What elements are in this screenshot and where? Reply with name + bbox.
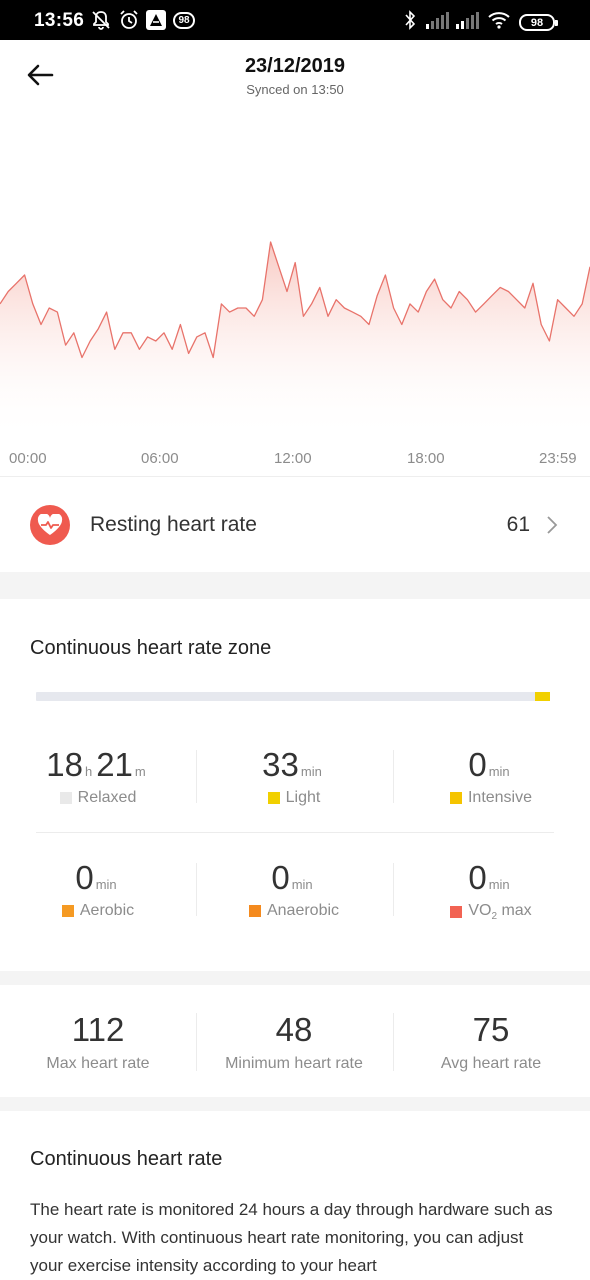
zone-unit: min xyxy=(488,877,510,892)
zone-value: 0 xyxy=(468,859,487,896)
heart-rate-chart xyxy=(0,241,590,440)
zone-anaerobic: 0 min Anaerobic xyxy=(196,861,392,920)
zone-bar xyxy=(36,692,550,701)
zone-label: Intensive xyxy=(467,789,533,806)
zone-light: 33 min Light xyxy=(196,748,392,807)
page-title: 23/12/2019 xyxy=(244,55,346,77)
zone-label-sub: 2 xyxy=(491,911,497,923)
bell-off-icon xyxy=(90,9,112,31)
avg-heart-rate-value: 75 xyxy=(472,1011,510,1048)
avg-heart-rate-label: Avg heart rate xyxy=(440,1055,542,1072)
zone-vo2max: 0 min VO2 max xyxy=(393,861,589,922)
resting-heart-rate-label: Resting heart rate xyxy=(90,513,257,536)
sync-status: Synced on 13:50 xyxy=(246,82,344,97)
zone-label-main: VO xyxy=(468,902,492,919)
resting-heart-rate-value: 61 xyxy=(506,513,530,536)
zone-label: Aerobic xyxy=(79,902,135,919)
x-tick: 23:59 xyxy=(539,450,577,467)
zone-unit: min xyxy=(291,877,313,892)
zone-swatch xyxy=(61,905,74,917)
heart-rate-line xyxy=(0,241,590,359)
zone-unit: min xyxy=(300,764,322,779)
min-heart-rate-label: Minimum heart rate xyxy=(225,1055,363,1072)
min-heart-rate: 48 Minimum heart rate xyxy=(196,1013,392,1073)
x-tick: 12:00 xyxy=(274,450,312,467)
battery-icon: 98 xyxy=(519,14,558,31)
divider xyxy=(196,863,197,916)
alarm-icon xyxy=(118,9,140,31)
relaxed-hours: 18 xyxy=(46,746,83,783)
section-gap xyxy=(0,572,590,599)
zone-swatch xyxy=(59,792,72,804)
zone-value: 0 xyxy=(271,859,290,896)
chevron-right-icon xyxy=(547,516,558,534)
zone-unit: min xyxy=(488,764,510,779)
x-tick: 18:00 xyxy=(407,450,445,467)
max-heart-rate-value: 112 xyxy=(71,1011,125,1048)
wifi-icon xyxy=(487,9,511,31)
continuous-description: The heart rate is monitored 24 hours a d… xyxy=(30,1200,553,1275)
divider xyxy=(393,863,394,916)
minutes-unit: m xyxy=(134,764,146,779)
relaxed-minutes: 21 xyxy=(96,746,133,783)
x-tick: 00:00 xyxy=(9,450,47,467)
divider xyxy=(196,1013,197,1071)
zone-swatch xyxy=(449,792,462,804)
x-tick: 06:00 xyxy=(141,450,179,467)
zone-aerobic: 0 min Aerobic xyxy=(0,861,196,920)
continuous-title: Continuous heart rate xyxy=(30,1148,223,1170)
zone-swatch xyxy=(450,906,463,919)
min-heart-rate-value: 48 xyxy=(275,1011,313,1048)
back-button[interactable] xyxy=(24,60,56,92)
divider xyxy=(0,476,590,477)
arrow-left-icon xyxy=(27,64,54,86)
section-gap xyxy=(0,971,590,985)
zone-label: Light xyxy=(285,789,321,806)
zone-swatch xyxy=(267,792,280,804)
signal-icon xyxy=(455,9,479,31)
zone-unit: min xyxy=(95,877,117,892)
bluetooth-icon xyxy=(403,9,417,31)
app-icon xyxy=(146,9,166,31)
zone-label: VO2 max xyxy=(468,902,531,922)
heart-rate-area xyxy=(0,242,590,440)
avg-heart-rate: 75 Avg heart rate xyxy=(393,1013,589,1073)
zone-label-tail: max xyxy=(497,902,532,919)
zone-bar-fill xyxy=(534,692,550,701)
notification-badge: 98 xyxy=(173,12,195,29)
max-heart-rate-label: Max heart rate xyxy=(46,1055,150,1072)
signal-icon xyxy=(425,9,449,31)
zone-value: 0 xyxy=(468,746,487,783)
zone-value: 33 xyxy=(262,746,299,783)
zone-relaxed: 18 h 21 m Relaxed xyxy=(0,748,196,807)
zone-label: Relaxed xyxy=(77,789,137,806)
zone-value: 0 xyxy=(75,859,94,896)
divider xyxy=(393,1013,394,1071)
hours-unit: h xyxy=(84,764,93,779)
heart-pulse-icon xyxy=(30,505,70,545)
section-gap xyxy=(0,1097,590,1111)
zone-swatch xyxy=(248,905,261,917)
divider xyxy=(393,750,394,803)
zone-intensive: 0 min Intensive xyxy=(393,748,589,807)
max-heart-rate: 112 Max heart rate xyxy=(0,1013,196,1073)
divider xyxy=(36,832,554,833)
status-bar: 13:56 98 98 xyxy=(0,0,590,40)
divider xyxy=(196,750,197,803)
status-time: 13:56 xyxy=(34,10,85,31)
zone-title: Continuous heart rate zone xyxy=(30,637,272,659)
zone-label: Anaerobic xyxy=(266,902,340,919)
